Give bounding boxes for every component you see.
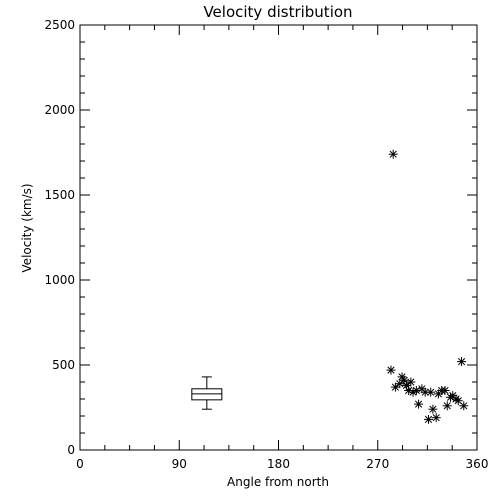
asterisk-stroke	[391, 383, 399, 391]
y-tick-label-1: 500	[52, 358, 75, 372]
data-point-1	[386, 365, 396, 375]
asterisk-stroke	[427, 388, 435, 396]
asterisk-stroke	[457, 358, 466, 366]
asterisk-stroke	[400, 376, 408, 384]
asterisk-stroke	[460, 402, 468, 410]
asterisk-stroke	[424, 415, 433, 423]
x-tick-label-4: 360	[466, 457, 489, 471]
asterisk-stroke	[407, 378, 415, 386]
asterisk-stroke	[443, 402, 451, 410]
asterisk-stroke	[387, 366, 395, 374]
x-tick-label-2: 180	[267, 457, 290, 471]
y-tick-label-2: 1000	[44, 273, 75, 287]
data-point-20	[440, 386, 450, 395]
asterisk-stroke	[421, 388, 429, 396]
asterisk-stroke	[389, 150, 397, 158]
plot-frame	[79, 24, 478, 451]
asterisk-stroke	[398, 373, 406, 381]
asterisk-stroke	[414, 400, 423, 408]
asterisk-stroke	[418, 385, 426, 393]
data-point-27	[459, 401, 469, 411]
boxplot	[191, 376, 223, 410]
x-axis-label: Angle from north	[227, 475, 329, 489]
data-point-0	[388, 149, 398, 159]
chart-title: Velocity distribution	[203, 3, 352, 21]
y-axis-label: Velocity (km/s)	[20, 183, 34, 272]
asterisk-stroke	[449, 392, 457, 400]
asterisk-stroke	[429, 405, 437, 413]
data-point-8	[406, 377, 416, 387]
asterisk-stroke	[441, 386, 449, 395]
data-point-21	[442, 401, 452, 411]
x-tick-label-1: 90	[172, 457, 187, 471]
y-tick-label-3: 1500	[44, 188, 75, 202]
y-axis-ticks: 0 500 1000 1500 2000 2500	[44, 18, 477, 457]
data-point-14	[423, 414, 433, 424]
asterisk-stroke	[396, 380, 404, 388]
data-point-26	[457, 357, 467, 367]
x-axis-ticks: 0 90 180 270 360	[76, 25, 488, 471]
y-tick-label-4: 2000	[44, 103, 75, 117]
scatter-points	[386, 149, 469, 424]
data-point-15	[426, 387, 436, 397]
data-point-11	[414, 399, 424, 409]
y-tick-label-5: 2500	[44, 18, 75, 32]
asterisk-stroke	[454, 397, 462, 405]
y-tick-label-0: 0	[67, 443, 75, 457]
asterisk-stroke	[405, 386, 413, 395]
x-tick-label-3: 270	[366, 457, 389, 471]
asterisk-stroke	[432, 414, 440, 422]
data-point-16	[428, 404, 438, 414]
data-point-17	[431, 413, 441, 423]
asterisk-stroke	[402, 381, 411, 389]
x-tick-label-0: 0	[76, 457, 84, 471]
